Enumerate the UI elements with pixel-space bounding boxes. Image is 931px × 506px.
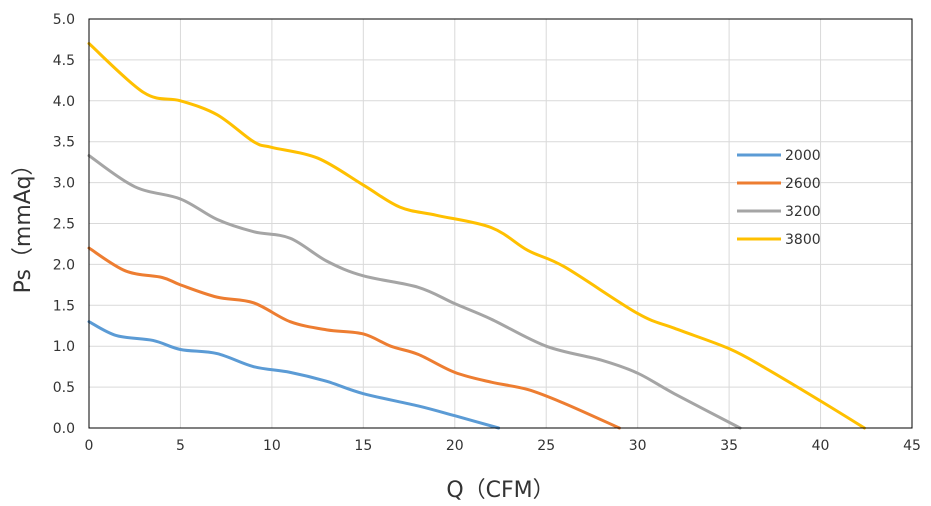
x-tick-label: 5	[176, 438, 185, 454]
y-tick-label: 2.5	[53, 217, 75, 233]
legend-label-3200: 3200	[785, 204, 821, 220]
legend-label-2000: 2000	[785, 148, 821, 164]
x-tick-label: 30	[629, 438, 647, 454]
x-tick-label: 15	[354, 438, 372, 454]
x-axis-title: Q（CFM）	[446, 478, 554, 503]
series-line-2000	[87, 320, 501, 430]
series-line-3200	[87, 154, 742, 430]
y-tick-label: 3.0	[53, 176, 75, 192]
series-line-2600	[87, 246, 621, 430]
y-tick-label: 1.5	[53, 298, 75, 314]
x-tick-label: 25	[537, 438, 555, 454]
series-line-3800	[87, 42, 866, 430]
y-axis-ticks: 0.0 0.5 1.0 1.5 2.0 2.5 3.0 3.5 4.0 4.5 5.0	[53, 12, 75, 437]
legend-label-2600: 2600	[785, 176, 821, 192]
x-tick-label: 45	[903, 438, 921, 454]
x-axis-ticks: 0 5 10 15 20 25 30 35 40 45	[85, 438, 921, 454]
legend-label-3800: 3800	[785, 232, 821, 248]
y-tick-label: 2.0	[53, 257, 75, 273]
y-axis-title: Ps（mmAq）	[11, 154, 36, 294]
grid	[88, 18, 913, 429]
legend: 2000 2600 3200 3800	[737, 148, 821, 248]
y-tick-label: 3.5	[53, 135, 75, 151]
x-tick-label: 35	[720, 438, 738, 454]
plot-frame	[88, 18, 913, 429]
y-tick-label: 0.0	[53, 421, 75, 437]
x-tick-label: 20	[446, 438, 464, 454]
y-tick-label: 0.5	[53, 380, 75, 396]
y-tick-label: 1.0	[53, 339, 75, 355]
series-lines	[87, 42, 866, 430]
x-tick-label: 10	[263, 438, 281, 454]
y-tick-label: 5.0	[53, 12, 75, 28]
x-tick-label: 40	[812, 438, 830, 454]
y-tick-label: 4.5	[53, 53, 75, 69]
y-tick-label: 4.0	[53, 94, 75, 110]
x-tick-label: 0	[85, 438, 94, 454]
